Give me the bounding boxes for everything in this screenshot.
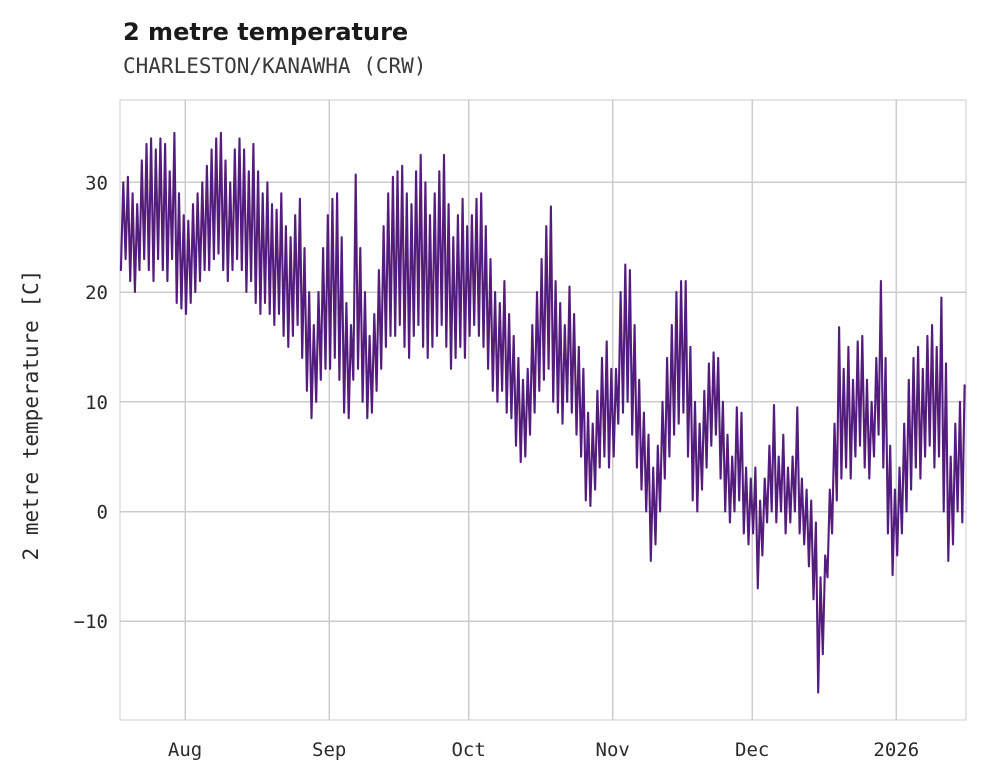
chart-subtitle: CHARLESTON/KANAWHA (CRW) <box>123 54 426 78</box>
y-tick-label: 20 <box>85 282 108 304</box>
chart-title: 2 metre temperature <box>123 18 408 46</box>
x-tick-label: Oct <box>451 739 485 761</box>
x-tick-label: Aug <box>168 739 202 761</box>
y-axis-label: 2 metre temperature [C] <box>19 270 43 561</box>
y-tick-label: 0 <box>97 502 108 524</box>
temperature-line <box>119 131 966 694</box>
axis-tick-labels: −10 0 10 20 30 Aug Sep Oct Nov Dec 2026 <box>74 172 919 761</box>
x-tick-label: Sep <box>312 739 346 761</box>
x-tick-label: Dec <box>735 739 769 761</box>
plot-border <box>119 99 967 721</box>
y-tick-label: 30 <box>85 172 108 194</box>
x-tick-label: Nov <box>596 739 630 761</box>
y-tick-label: −10 <box>74 611 108 633</box>
gridlines <box>119 99 967 721</box>
x-tick-label: 2026 <box>873 739 919 761</box>
y-tick-label: 10 <box>85 392 108 414</box>
